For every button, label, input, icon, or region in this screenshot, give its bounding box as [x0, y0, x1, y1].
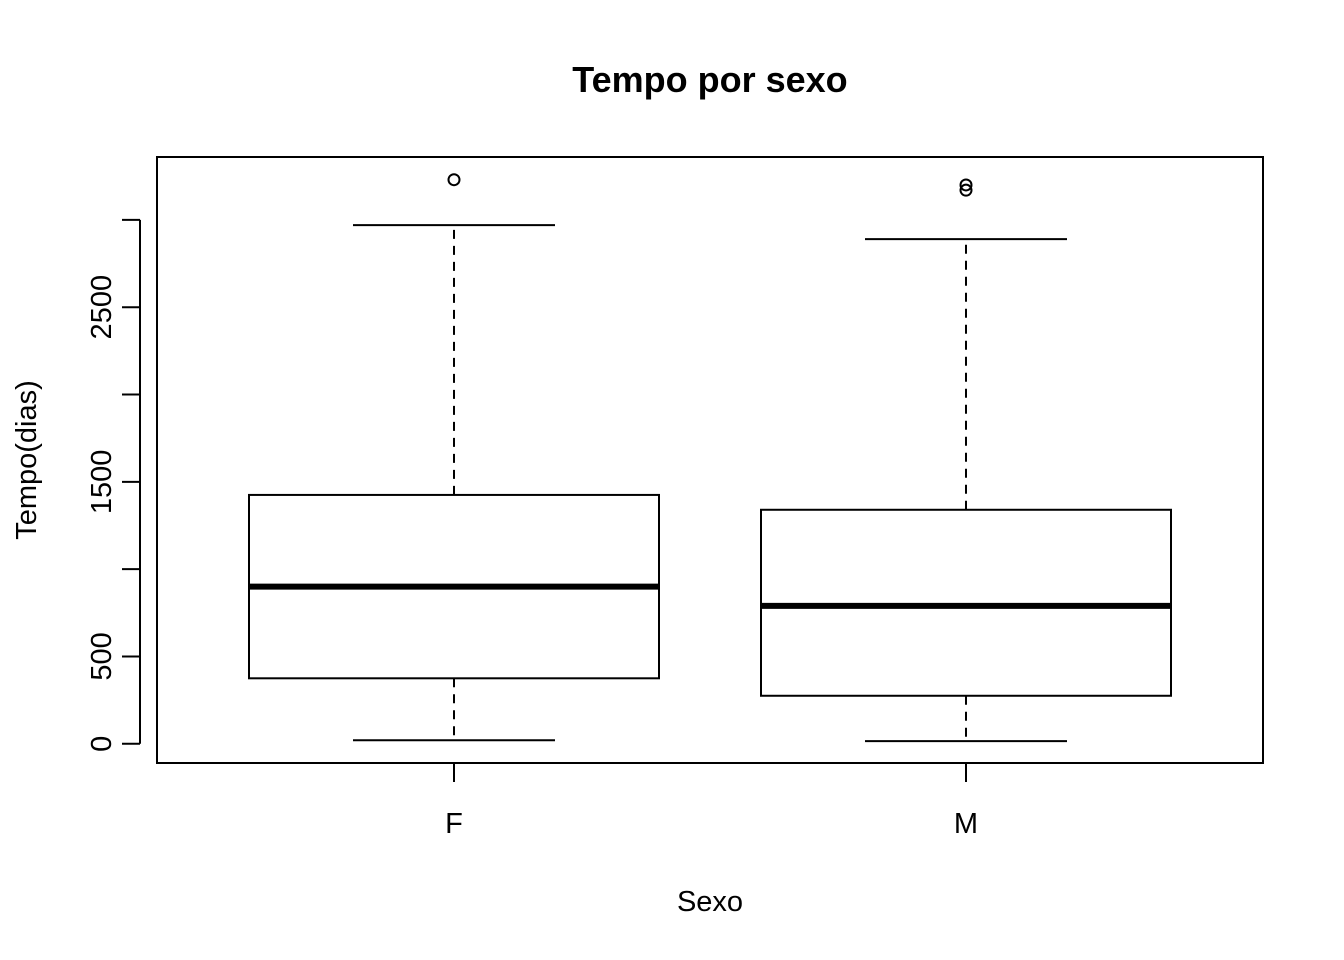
y-tick-label: 500	[86, 632, 118, 680]
x-tick-label: M	[954, 808, 978, 840]
y-tick-label: 2500	[86, 275, 118, 340]
plot-frame	[156, 156, 1264, 764]
iqr-box	[760, 508, 1172, 697]
y-axis: 0 500 1500 2500	[86, 218, 141, 752]
box-f	[248, 173, 660, 742]
x-tick-label: F	[445, 808, 463, 840]
y-axis-label: Tempo(dias)	[11, 380, 43, 540]
chart-title: Tempo por sexo	[572, 59, 847, 100]
outlier-point	[959, 183, 973, 197]
outlier-point	[959, 178, 973, 192]
x-axis-label: Sexo	[677, 886, 743, 918]
y-tick-label: 0	[86, 736, 118, 752]
y-tick-label: 1500	[86, 450, 118, 515]
outlier-point	[447, 173, 461, 187]
box-group	[248, 173, 1172, 743]
box-m	[760, 178, 1172, 743]
